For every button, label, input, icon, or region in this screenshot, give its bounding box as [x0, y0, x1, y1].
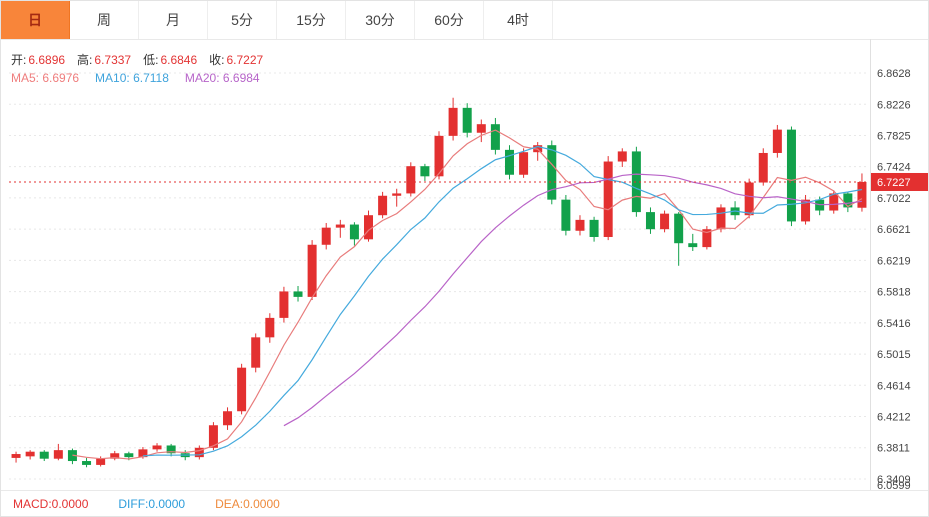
candle-body: [702, 229, 712, 248]
candle-body: [617, 151, 627, 162]
candle-body: [744, 182, 754, 216]
candle-body: [660, 213, 670, 230]
candle-body: [829, 193, 839, 211]
timeframe-tabbar: 日 周 月 5分 15分 30分 60分 4时: [1, 1, 928, 40]
candle-body: [476, 124, 486, 133]
candle-body: [110, 453, 120, 459]
candle-body: [251, 337, 261, 368]
candle-body: [547, 145, 557, 200]
candle-body: [603, 161, 613, 237]
chart-canvas[interactable]: 6.8628 6.8226 6.7825 6.7424 6.7022 6.6621 6.62…: [1, 39, 929, 492]
ma10-line: [142, 145, 863, 457]
candle-body: [364, 215, 374, 240]
y-axis-label: 6.4614: [877, 380, 911, 392]
candle-body: [208, 425, 218, 448]
indicator-bar: MACD:0.0000 DIFF:0.0000 DEA:0.0000: [1, 490, 928, 516]
candle-body: [406, 166, 416, 194]
y-axis-label: 6.3811: [877, 443, 910, 455]
candle-body: [786, 129, 796, 222]
y-axis-label: 6.0599: [877, 480, 911, 492]
diff-value: DIFF:0.0000: [118, 496, 186, 511]
tab-day[interactable]: 日: [1, 1, 70, 39]
tab-month[interactable]: 月: [139, 1, 208, 39]
dea-value: DEA:0.0000: [215, 496, 280, 511]
y-axis-label: 6.4212: [877, 412, 911, 424]
candle-body: [674, 213, 684, 244]
candle-body: [96, 458, 106, 465]
last-price-badge: [871, 172, 928, 191]
y-axis-label: 6.7022: [877, 193, 911, 205]
candle-body: [293, 291, 303, 297]
candle-body: [392, 193, 402, 196]
tab-60min[interactable]: 60分: [415, 1, 484, 39]
candle-body: [321, 227, 331, 245]
candle-body: [378, 195, 388, 216]
tab-30min[interactable]: 30分: [346, 1, 415, 39]
candle-body: [490, 124, 500, 150]
candle-body: [843, 193, 853, 208]
candle-body: [772, 129, 782, 153]
tab-4hour[interactable]: 4时: [484, 1, 553, 39]
candle-body: [335, 224, 345, 228]
candle-body: [448, 107, 458, 136]
candle-body: [758, 152, 768, 183]
candle-body: [631, 151, 641, 213]
candle-body: [237, 367, 247, 412]
candle-body: [53, 450, 63, 459]
y-axis-label: 6.7825: [877, 130, 911, 142]
y-axis-label: 6.8628: [877, 68, 911, 80]
ma20-line: [283, 173, 863, 427]
y-axis-label: 6.6219: [877, 255, 911, 267]
candle-body: [519, 152, 529, 175]
candle-body: [434, 135, 444, 177]
y-axis-label: 6.5015: [877, 349, 911, 361]
candle-body: [307, 244, 317, 297]
candle-body: [349, 224, 359, 240]
candle-body: [589, 219, 599, 237]
candle-body: [575, 219, 585, 231]
candle-body: [11, 454, 21, 458]
candle-body: [462, 107, 472, 133]
tab-5min[interactable]: 5分: [208, 1, 277, 39]
ma5-line: [72, 129, 863, 460]
candle-body: [265, 317, 275, 338]
candle-body: [82, 461, 92, 465]
candle-body: [124, 453, 134, 458]
candle-body: [716, 207, 726, 230]
tab-15min[interactable]: 15分: [277, 1, 346, 39]
candle-body: [138, 449, 148, 458]
last-price-text: 6.7227: [877, 177, 911, 189]
candlestick-chart[interactable]: 6.8628 6.8226 6.7825 6.7424 6.7022 6.6621 6.62…: [1, 39, 929, 492]
y-axis-label: 6.8226: [877, 99, 911, 111]
y-axis-label: 6.6621: [877, 224, 911, 236]
candle-body: [166, 445, 176, 454]
candle-body: [25, 451, 35, 457]
candle-body: [801, 199, 811, 222]
candle-body: [688, 243, 698, 248]
candle-body: [39, 451, 49, 459]
candle-body: [194, 447, 204, 458]
candle-body: [223, 411, 233, 426]
y-axis-label: 6.7424: [877, 162, 911, 174]
candle-body: [645, 212, 655, 230]
candle-body: [152, 445, 162, 450]
candle-body: [561, 199, 571, 231]
candle-body: [857, 181, 867, 208]
tab-week[interactable]: 周: [70, 1, 139, 39]
y-axis-label: 6.5818: [877, 287, 911, 299]
y-axis-label: 6.3409: [877, 474, 911, 486]
candle-body: [420, 166, 430, 177]
macd-value: MACD:0.0000: [13, 496, 89, 511]
candle-body: [279, 291, 289, 318]
candle-body: [504, 149, 514, 175]
y-axis-label: 6.5416: [877, 318, 911, 330]
